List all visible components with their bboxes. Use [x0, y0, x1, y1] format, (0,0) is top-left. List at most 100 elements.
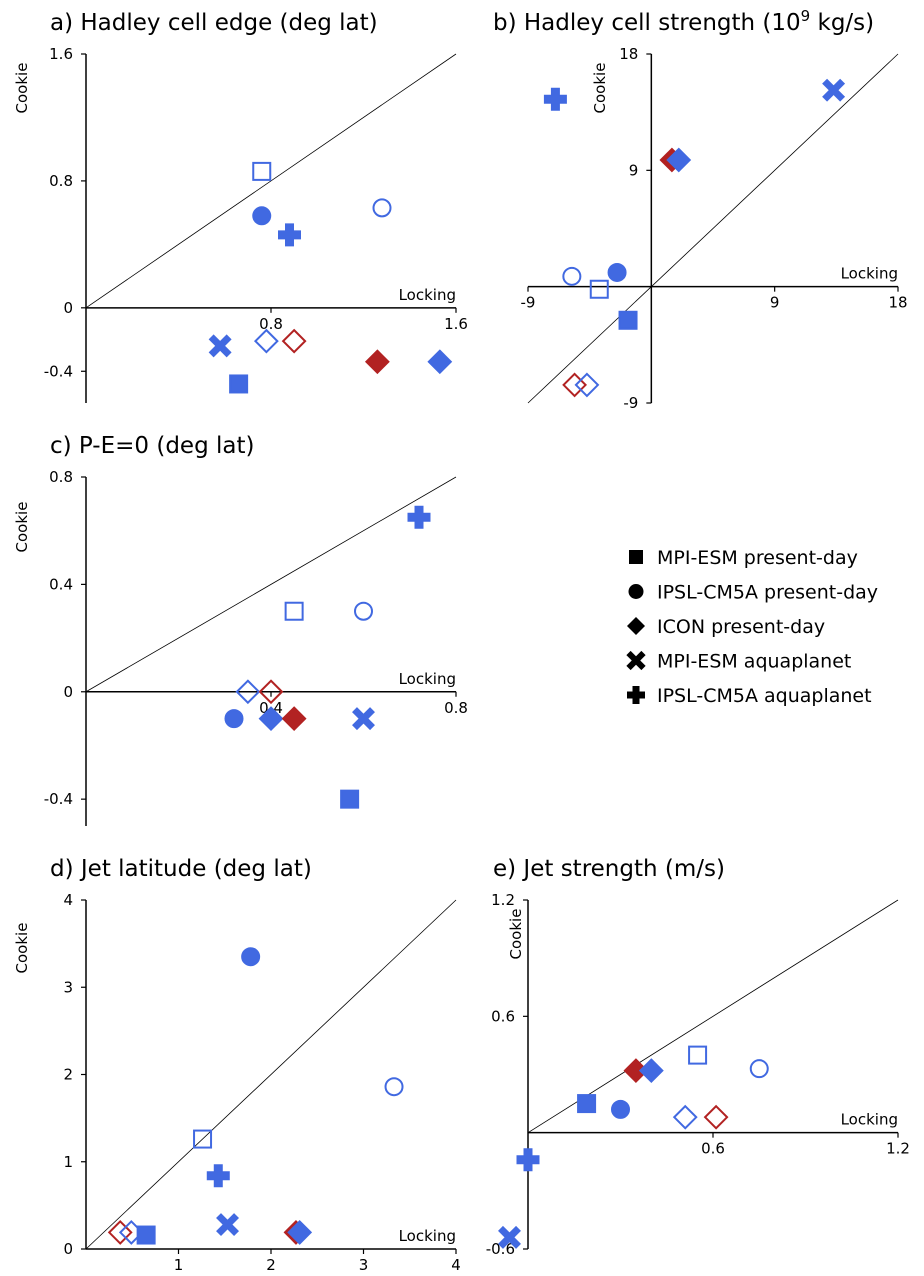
y-tick-label: 0.8 [49, 468, 73, 486]
x-tick-label: 2 [266, 1256, 276, 1274]
y-axis-label: Cookie [13, 923, 31, 974]
data-point-square [252, 161, 272, 181]
one-to-one-line [527, 53, 899, 404]
data-point-diamond [703, 1104, 729, 1130]
data-point-square [340, 789, 360, 809]
panel-title: a) Hadley cell edge (deg lat) [50, 10, 378, 36]
data-point-diamond [672, 1104, 698, 1130]
data-point-diamond [253, 328, 279, 354]
data-point-square [193, 1129, 213, 1149]
one-to-one-line [85, 476, 457, 693]
legend-label: IPSL-CM5A aquaplanet [657, 685, 872, 707]
x-tick-label: 1.2 [886, 1140, 910, 1158]
x-tick-label: 18 [888, 294, 907, 312]
data-point-circle [384, 1077, 404, 1097]
data-point-circle [354, 601, 373, 621]
data-point-x [352, 707, 375, 731]
x-marker-icon [626, 650, 646, 671]
y-tick-label: -9 [623, 394, 638, 412]
x-tick-label: 0.6 [701, 1140, 725, 1158]
y-tick-label: -0.4 [44, 790, 73, 808]
data-point-square [229, 374, 249, 394]
data-point-circle [372, 198, 392, 218]
y-tick-label: 0.4 [49, 575, 73, 593]
legend-item: IPSL-CM5A present-day [628, 582, 878, 604]
legend-label: MPI-ESM present-day [657, 547, 858, 569]
y-axis-label: Cookie [13, 502, 31, 553]
data-point-circle [562, 266, 582, 286]
plus-marker-icon [627, 686, 645, 704]
y-tick-label: -0.6 [486, 1240, 515, 1258]
y-tick-label: 18 [619, 45, 638, 63]
data-point-plus [516, 1148, 540, 1172]
data-point-diamond [281, 328, 307, 354]
data-point-diamond [574, 372, 600, 398]
data-point-diamond [638, 1058, 664, 1084]
legend-label: ICON present-day [657, 616, 825, 638]
x-tick-label: 1.6 [444, 315, 468, 333]
legend: MPI-ESM present-day IPSL-CM5A present-day… [626, 547, 878, 707]
data-point-circle [749, 1059, 769, 1079]
data-point-diamond [107, 1220, 133, 1245]
panel-3: c) P-E=0 (deg lat) Cookie Locking 0.4 0.8 -0.… [13, 433, 468, 826]
data-point-square [284, 601, 304, 621]
x-tick-label: 0.8 [259, 315, 283, 333]
y-tick-label: 1.2 [491, 891, 515, 909]
legend-item: IPSL-CM5A aquaplanet [627, 685, 872, 707]
data-point-square [589, 279, 609, 299]
data-point-diamond [427, 349, 453, 375]
legend-item: ICON present-day [627, 616, 825, 638]
panel-title: c) P-E=0 (deg lat) [50, 433, 254, 459]
data-point-square [577, 1094, 597, 1114]
y-axis-label: Cookie [13, 63, 31, 114]
square-marker-icon [629, 550, 643, 564]
data-point-x [822, 78, 846, 102]
data-point-x [498, 1225, 521, 1249]
data-point-diamond [287, 1220, 313, 1245]
x-axis-label: Locking [399, 670, 456, 688]
y-tick-label: 0.8 [49, 172, 73, 190]
legend-label: IPSL-CM5A present-day [657, 582, 878, 604]
data-point-diamond [562, 372, 588, 398]
x-tick-label: 0.8 [444, 699, 468, 717]
panel-title: d) Jet latitude (deg lat) [50, 856, 312, 882]
panel-2: b) Hadley cell strength (109 kg/s) Cookie… [493, 7, 908, 412]
x-tick-label: -9 [521, 294, 536, 312]
x-axis-label: Locking [841, 1111, 898, 1129]
data-point-circle [224, 709, 244, 729]
circle-marker-icon [628, 584, 644, 599]
y-tick-label: 2 [63, 1066, 73, 1084]
data-point-diamond [258, 706, 284, 732]
one-to-one-line [85, 53, 457, 309]
data-point-diamond [281, 706, 307, 732]
data-point-circle [241, 947, 261, 967]
data-point-diamond [235, 679, 261, 705]
panel-4: d) Jet latitude (deg lat) Cookie Locking 1 2… [13, 856, 461, 1274]
data-point-circle [607, 262, 627, 282]
legend-label: MPI-ESM aquaplanet [657, 651, 851, 673]
one-to-one-line [85, 899, 457, 1250]
title-superscript: 9 [801, 7, 811, 25]
data-point-diamond [364, 349, 390, 375]
data-point-circle [252, 206, 272, 226]
y-tick-label: 4 [63, 891, 73, 909]
x-tick-label: 4 [451, 1256, 461, 1274]
y-tick-label: 0 [63, 1240, 73, 1258]
legend-item: MPI-ESM present-day [629, 547, 858, 569]
diamond-marker-icon [627, 617, 645, 635]
y-tick-label: 3 [63, 978, 73, 996]
panels: a) Hadley cell edge (deg lat) Cookie Locki… [13, 7, 910, 1274]
y-tick-label: 0 [63, 683, 73, 701]
data-point-plus [206, 1164, 230, 1188]
legend-item: MPI-ESM aquaplanet [626, 650, 851, 673]
one-to-one-line [527, 899, 899, 1134]
y-axis-label: Cookie [507, 909, 525, 960]
y-tick-label: 0.6 [491, 1007, 515, 1025]
panel-title: b) Hadley cell strength (109 kg/s) [493, 7, 874, 36]
y-tick-label: -0.4 [44, 362, 73, 380]
y-axis-label: Cookie [591, 63, 609, 114]
data-point-square [688, 1045, 708, 1065]
data-point-plus [278, 223, 301, 247]
y-tick-label: 1.6 [49, 45, 73, 63]
